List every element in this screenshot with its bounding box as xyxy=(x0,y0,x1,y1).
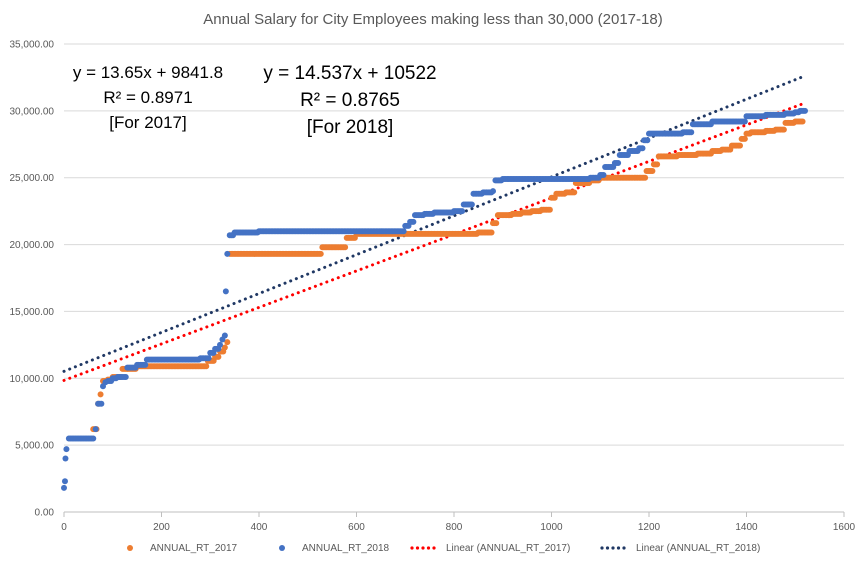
data-point xyxy=(205,355,212,362)
y-tick-label: 0.00 xyxy=(35,508,55,519)
data-point xyxy=(639,145,646,152)
data-point xyxy=(488,229,495,236)
data-point xyxy=(688,129,695,136)
equation-line: [For 2018] xyxy=(307,117,394,138)
data-point xyxy=(122,373,129,380)
x-tick-label: 200 xyxy=(153,522,170,533)
trendlines xyxy=(62,74,807,382)
equation-line: R² = 0.8971 xyxy=(103,88,192,107)
data-point xyxy=(221,344,228,351)
data-point xyxy=(571,189,578,196)
data-point xyxy=(142,361,149,368)
data-point xyxy=(98,400,105,407)
legend-marker xyxy=(622,546,626,550)
legend-marker xyxy=(616,546,621,550)
y-tick-label: 25,000.00 xyxy=(10,173,55,184)
legend-marker xyxy=(127,545,133,551)
data-point xyxy=(97,391,104,398)
x-tick-label: 1600 xyxy=(833,522,856,533)
x-tick-label: 600 xyxy=(348,522,365,533)
data-point xyxy=(741,118,748,125)
data-point xyxy=(741,135,748,142)
x-tick-label: 400 xyxy=(251,522,268,533)
data-point xyxy=(224,339,231,346)
data-point xyxy=(222,288,229,295)
data-point xyxy=(615,160,622,167)
data-point xyxy=(63,446,70,453)
data-point xyxy=(799,118,806,125)
y-tick-label: 20,000.00 xyxy=(10,240,55,251)
legend-label: Linear (ANNUAL_RT_2017) xyxy=(446,543,570,554)
data-point xyxy=(644,137,651,144)
data-point xyxy=(642,174,649,181)
equation-line: [For 2017] xyxy=(109,113,187,132)
legend-marker xyxy=(426,546,431,550)
legend-marker xyxy=(279,545,285,551)
legend: ANNUAL_RT_2017 ANNUAL_RT_2018 Linear (ANNU… xyxy=(127,543,760,554)
data-point xyxy=(490,188,496,195)
data-point xyxy=(215,353,222,360)
y-tick-label: 15,000.00 xyxy=(10,307,55,318)
x-tick-label: 0 xyxy=(61,522,67,533)
data-point xyxy=(654,161,661,168)
y-tick-label: 30,000.00 xyxy=(10,106,55,117)
trendline-equations: y = 13.65x + 9841.8 R² = 0.8971 [For 2017]… xyxy=(73,63,437,138)
data-point xyxy=(459,208,466,215)
data-point xyxy=(203,363,210,370)
y-tick-label: 35,000.00 xyxy=(10,40,55,51)
x-tick-label: 1000 xyxy=(540,522,563,533)
equation-line: y = 14.537x + 10522 xyxy=(263,63,436,84)
x-tick-label: 800 xyxy=(446,522,463,533)
y-tick-label: 10,000.00 xyxy=(10,374,55,385)
legend-label: ANNUAL_RT_2017 xyxy=(150,543,238,554)
legend-marker xyxy=(421,546,425,550)
data-point xyxy=(649,168,656,175)
trendline xyxy=(62,102,805,382)
data-point xyxy=(342,244,349,251)
legend-label: ANNUAL_RT_2018 xyxy=(302,543,390,554)
legend-marker xyxy=(611,546,615,550)
data-point xyxy=(92,426,99,433)
data-point xyxy=(737,142,743,149)
legend-marker xyxy=(605,546,610,550)
data-point xyxy=(400,228,407,235)
data-point xyxy=(546,206,553,213)
legend-marker xyxy=(600,546,604,550)
equation-line: y = 13.65x + 9841.8 xyxy=(73,63,223,82)
chart-title: Annual Salary for City Employees making … xyxy=(203,11,662,28)
data-point xyxy=(61,478,68,485)
legend-label: Linear (ANNUAL_RT_2018) xyxy=(636,543,760,554)
data-point xyxy=(90,435,97,442)
data-point xyxy=(61,484,67,491)
y-tick-label: 5,000.00 xyxy=(15,441,54,452)
data-point xyxy=(217,341,223,348)
axes: 0.00 5,000.00 10,000.00 15,000.00 20,000.00 2… xyxy=(10,40,856,534)
x-tick-label: 1400 xyxy=(735,522,758,533)
gridlines xyxy=(64,43,844,513)
legend-marker xyxy=(410,546,414,550)
legend-marker xyxy=(432,546,436,550)
data-point xyxy=(410,218,417,225)
data-point xyxy=(468,201,475,208)
legend-marker xyxy=(415,546,420,550)
trendline xyxy=(62,74,807,373)
data-point xyxy=(493,220,500,227)
equation-line: R² = 0.8765 xyxy=(300,90,400,111)
data-point xyxy=(780,126,787,133)
data-point xyxy=(317,250,324,257)
data-point xyxy=(802,107,808,114)
data-point xyxy=(224,250,231,257)
data-point xyxy=(221,332,228,339)
data-point xyxy=(62,455,69,462)
data-points xyxy=(61,107,808,491)
x-tick-label: 1200 xyxy=(638,522,661,533)
data-point xyxy=(600,172,607,179)
